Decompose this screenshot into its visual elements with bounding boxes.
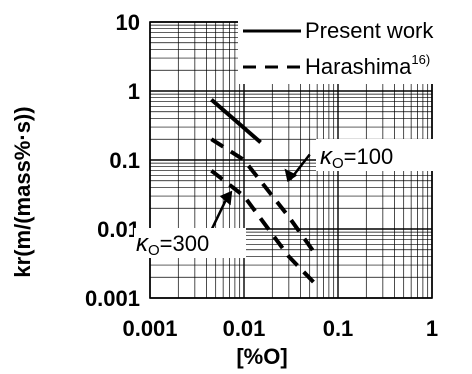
series-present-work-line-1 [210,98,262,144]
y-tick-label: 0.001 [85,286,140,311]
x-tick-label: 0.1 [323,316,354,341]
x-axis-label: [%O] [236,344,287,369]
annotation-kappa-100: κO=100 [320,143,393,172]
series-layer [210,98,319,288]
legend-label-present-work: Present work [305,18,434,43]
series-harashima-line-2 [210,137,319,258]
annotation-kappa-300: κO=300 [136,230,209,259]
x-tick-label: 1 [426,316,438,341]
legend-label-harashima-text: Harashima [305,54,412,79]
series-harashima-line-3 [210,169,319,288]
y-tick-label: 0.1 [109,148,140,173]
y-tick-label: 1 [128,79,140,104]
x-tick-label: 0.01 [223,316,266,341]
legend-box [238,12,466,84]
legend-label-harashima-sup: 16) [411,52,430,67]
y-tick-label: 0.01 [97,217,140,242]
annotation-300-bg [134,228,246,258]
arrow-100-head [284,168,298,182]
y-axis-label: kr(m/(mass%·s)) [10,106,35,277]
x-tick-label: 0.001 [122,316,177,341]
y-tick-label: 10 [116,10,140,35]
arrow-300-head [219,190,233,206]
legend-label-harashima: Harashima16) [305,52,430,79]
annotation-100-bg [316,139,434,171]
tick-labels: 0.001 0.01 0.1 1 10 1 0.1 0.01 0.001 [85,10,438,341]
